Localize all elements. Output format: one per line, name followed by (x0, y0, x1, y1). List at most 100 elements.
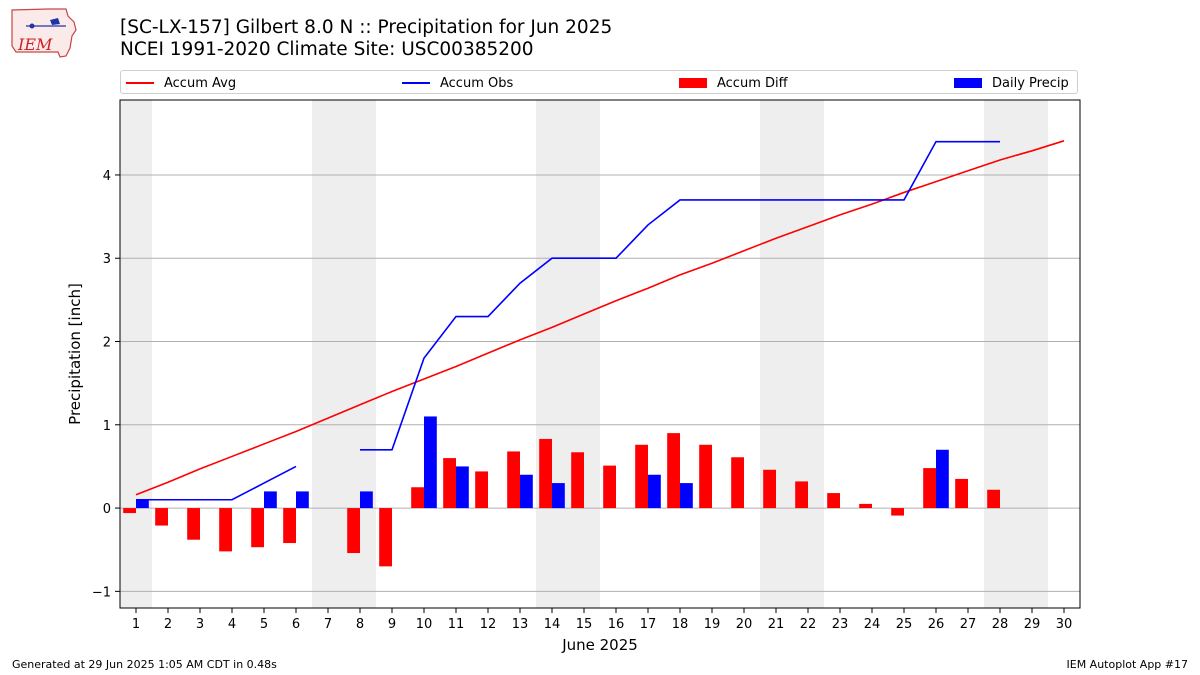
chart-subtitle: NCEI 1991-2020 Climate Site: USC00385200 (120, 39, 534, 60)
daily-precip-bar (680, 483, 693, 509)
accum-diff-bar (923, 468, 936, 509)
accum-diff-bar (731, 457, 744, 509)
chart-title: [SC-LX-157] Gilbert 8.0 N :: Precipitati… (120, 17, 613, 38)
legend: Accum Avg Accum Obs Accum Diff Daily Pre… (120, 70, 1078, 94)
accum-diff-bar (187, 508, 200, 540)
daily-precip-bar (296, 491, 309, 509)
legend-label-accum-obs: Accum Obs (440, 75, 514, 91)
accum-diff-bar (699, 444, 712, 509)
accum-diff-bar (987, 489, 1000, 509)
x-tick-label: 11 (448, 617, 465, 632)
x-tick-label: 26 (928, 617, 945, 632)
x-tick-label: 28 (992, 617, 1009, 632)
x-tick-label: 9 (388, 617, 396, 632)
x-tick-label: 12 (480, 617, 497, 632)
x-tick-label: 3 (196, 617, 204, 632)
accum-diff-bar (283, 508, 296, 544)
accum-obs-line (136, 465, 297, 501)
x-tick-label: 17 (640, 617, 657, 632)
legend-swatch-accum-diff (679, 78, 707, 88)
legend-label-daily-precip: Daily Precip (992, 75, 1069, 91)
daily-precip-bar (360, 491, 373, 509)
accum-diff-bar (155, 508, 168, 526)
legend-item-accum-diff: Accum Diff (679, 74, 788, 92)
accum-diff-bar (475, 471, 488, 509)
x-tick-label: 15 (576, 617, 593, 632)
y-tick-label: 0 (103, 502, 111, 517)
accum-diff-bar (955, 478, 968, 509)
accum-diff-bar (859, 503, 872, 509)
accum-diff-bar (219, 508, 232, 552)
x-tick-label: 2 (164, 617, 172, 632)
legend-swatch-accum-avg (126, 82, 154, 84)
x-tick-label: 29 (1024, 617, 1041, 632)
daily-precip-bar (264, 491, 277, 509)
accum-diff-bar (443, 458, 456, 509)
x-tick-label: 14 (544, 617, 561, 632)
generated-timestamp: Generated at 29 Jun 2025 1:05 AM CDT in … (12, 658, 277, 671)
x-tick-label: 1 (132, 617, 140, 632)
weekend-shade (984, 100, 1048, 608)
x-tick-label: 23 (832, 617, 849, 632)
accum-diff-bar (507, 451, 520, 509)
iem-logo: IEM (8, 6, 80, 60)
x-tick-label: 7 (324, 617, 332, 632)
y-tick-label: 1 (103, 419, 111, 434)
weekend-shade (536, 100, 600, 608)
legend-item-daily-precip: Daily Precip (954, 74, 1069, 92)
x-tick-label: 18 (672, 617, 689, 632)
accum-diff-bar (635, 444, 648, 509)
x-tick-label: 24 (864, 617, 881, 632)
weekend-shade (760, 100, 824, 608)
y-tick-label: 2 (103, 336, 111, 351)
accum-diff-bar (123, 508, 136, 514)
accum-diff-bar (571, 452, 584, 509)
x-tick-label: 8 (356, 617, 364, 632)
svg-text:IEM: IEM (17, 35, 53, 54)
x-axis-label: June 2025 (561, 636, 638, 654)
accum-diff-bar (347, 508, 360, 554)
accum-diff-bar (603, 465, 616, 509)
y-tick-label: 4 (103, 169, 111, 184)
daily-precip-bar (648, 474, 661, 509)
y-axis-label: Precipitation [inch] (66, 283, 84, 425)
x-tick-label: 22 (800, 617, 817, 632)
legend-label-accum-diff: Accum Diff (717, 75, 788, 91)
daily-precip-bar (936, 449, 949, 509)
x-tick-label: 6 (292, 617, 300, 632)
legend-swatch-daily-precip (954, 78, 982, 88)
y-tick-label: 3 (103, 252, 111, 267)
x-tick-label: 30 (1056, 617, 1073, 632)
accum-diff-bar (891, 508, 904, 516)
legend-swatch-accum-obs (402, 82, 430, 84)
x-tick-label: 21 (768, 617, 785, 632)
x-tick-label: 5 (260, 617, 268, 632)
daily-precip-bar (552, 483, 565, 509)
x-tick-label: 20 (736, 617, 753, 632)
accum-diff-bar (539, 438, 552, 509)
legend-label-accum-avg: Accum Avg (164, 75, 237, 91)
accum-diff-bar (379, 508, 392, 567)
x-tick-label: 4 (228, 617, 236, 632)
x-tick-label: 19 (704, 617, 721, 632)
app-credit: IEM Autoplot App #17 (1066, 658, 1189, 671)
accum-diff-bar (251, 508, 264, 548)
y-tick-label: −1 (92, 585, 111, 600)
x-tick-label: 27 (960, 617, 977, 632)
x-tick-label: 16 (608, 617, 625, 632)
legend-item-accum-avg: Accum Avg (126, 74, 236, 92)
x-tick-label: 10 (416, 617, 433, 632)
accum-diff-bar (827, 493, 840, 509)
daily-precip-bar (456, 466, 469, 509)
daily-precip-bar (520, 474, 533, 509)
daily-precip-bar (424, 416, 437, 509)
accum-diff-bar (763, 469, 776, 509)
accum-diff-bar (411, 487, 424, 509)
weekend-shade (312, 100, 376, 608)
x-tick-label: 13 (512, 617, 529, 632)
legend-item-accum-obs: Accum Obs (402, 74, 513, 92)
accum-obs-line (360, 140, 1000, 451)
weekend-shade (120, 100, 152, 608)
accum-diff-bar (795, 481, 808, 509)
